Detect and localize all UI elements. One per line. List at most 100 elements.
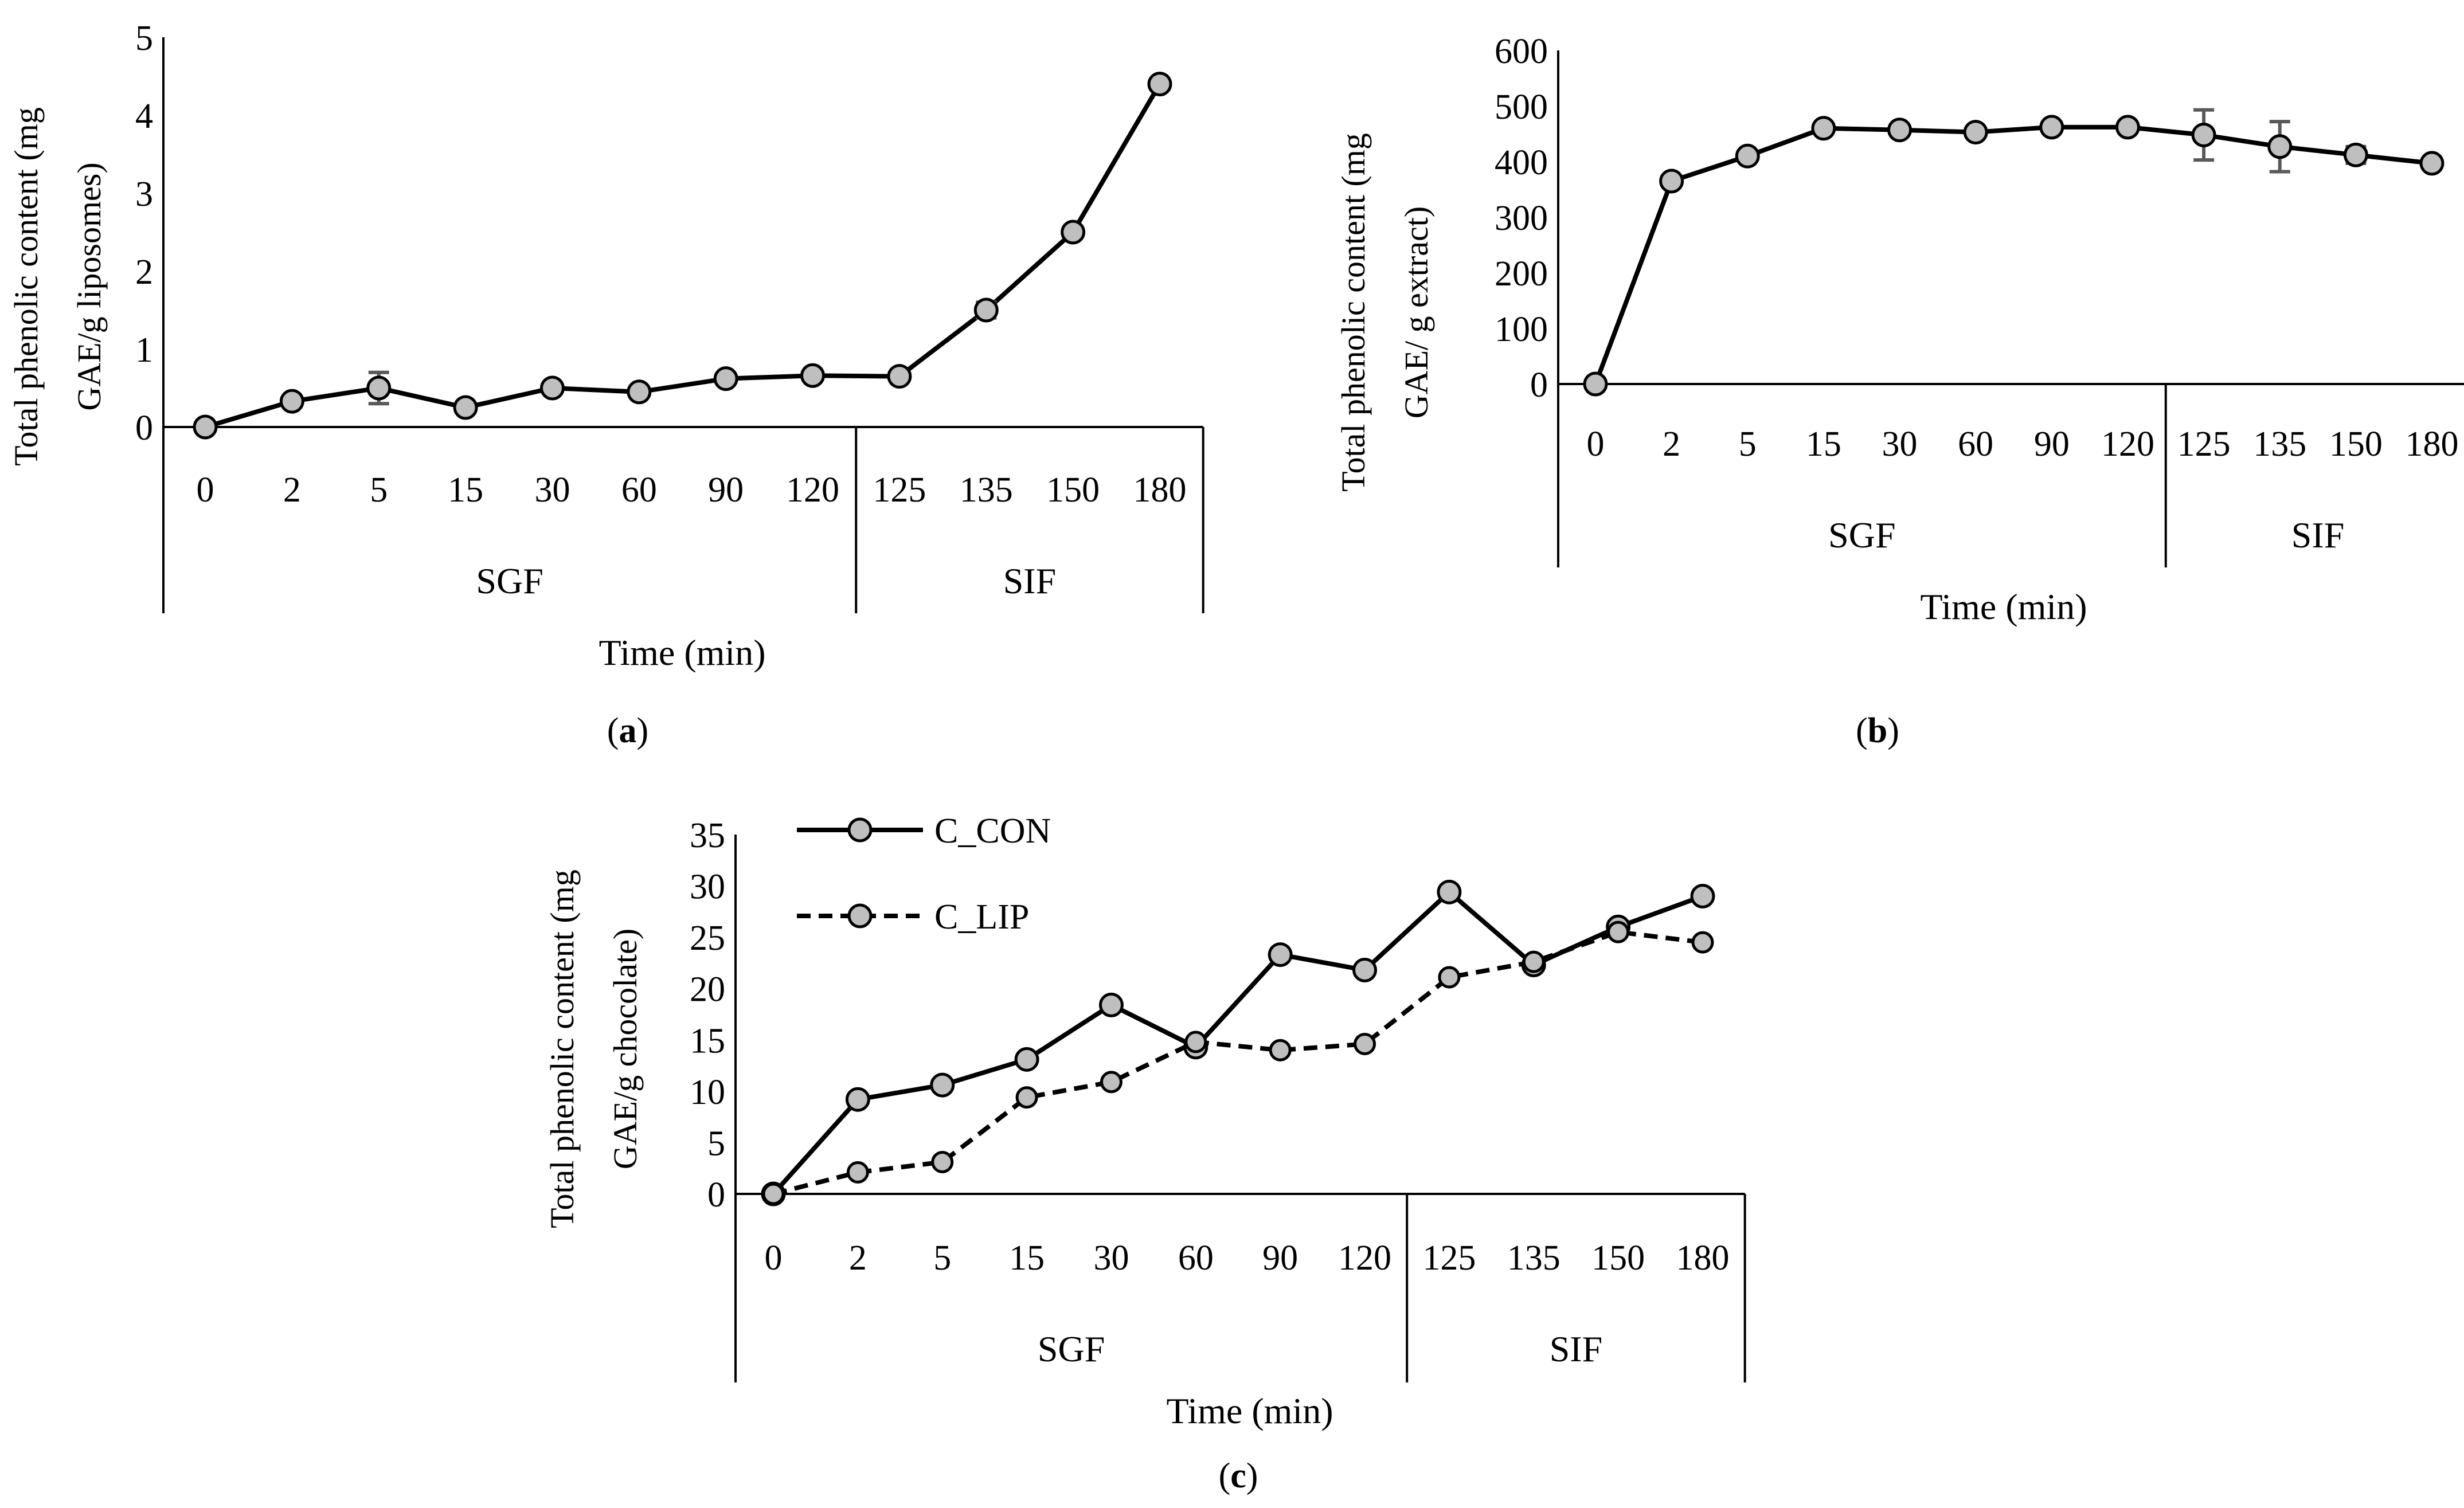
- x-tick-label: 135: [2253, 425, 2306, 464]
- x-tick-label: 135: [1507, 1239, 1560, 1278]
- series-line-main: [1593, 124, 2432, 385]
- data-point: [366, 375, 392, 401]
- y-tick-label: 1: [135, 331, 153, 370]
- x-tick-label: 30: [1882, 425, 1918, 464]
- y-axis-title-line: GAE/g chocolate): [607, 929, 644, 1169]
- group-label-sif: SIF: [2291, 515, 2345, 555]
- x-tick-label: 150: [1046, 471, 1100, 510]
- data-point: [1690, 883, 1715, 908]
- x-tick-label: 5: [370, 471, 388, 510]
- caption-letter: a: [619, 711, 637, 750]
- x-tick-label: 125: [1422, 1239, 1476, 1278]
- x-axis-title: Time (min): [599, 632, 766, 673]
- data-point: [713, 366, 738, 391]
- data-point: [1269, 1039, 1292, 1062]
- caption-paren: (: [607, 711, 619, 750]
- data-point: [1015, 1086, 1038, 1109]
- x-tick-label: 90: [1262, 1239, 1298, 1278]
- x-tick-label: 5: [933, 1239, 951, 1278]
- caption-paren: (: [1856, 711, 1868, 750]
- x-tick-label: 2: [1663, 425, 1680, 464]
- data-point: [1963, 120, 1988, 145]
- x-tick-label: 150: [2329, 425, 2383, 464]
- x-tick-label: 135: [960, 471, 1013, 510]
- y-tick-label: 600: [1495, 32, 1548, 71]
- data-point: [279, 389, 304, 414]
- y-tick-label: 5: [707, 1124, 725, 1163]
- x-tick-label: 125: [2177, 425, 2231, 464]
- y-axis-title-line: Total phenolic content (mg: [7, 107, 45, 466]
- y-tick-label: 2: [135, 253, 153, 292]
- data-point: [1659, 169, 1684, 194]
- data-point: [973, 297, 999, 323]
- x-tick-label: 30: [1093, 1239, 1129, 1278]
- data-point: [930, 1072, 955, 1098]
- data-point: [931, 1150, 954, 1173]
- data-point: [1607, 921, 1630, 943]
- y-axis-title-line: Total phenolic content (mg: [1335, 133, 1372, 492]
- panel-a-chart: 0 1 2 3 4 5 0 2 5 15 30 60 90 120 125 135 150 180 SGF SIF Ti…: [7, 19, 1204, 750]
- group-label-sif: SIF: [1003, 561, 1057, 601]
- y-tick-label: 0: [135, 409, 153, 448]
- caption-paren: ): [637, 711, 649, 750]
- x-tick-label: 180: [2406, 425, 2459, 464]
- series-line-c_con: [772, 888, 1704, 1196]
- caption-paren: ): [1887, 711, 1899, 750]
- data-point: [1887, 117, 1912, 143]
- x-tick-label: 0: [1587, 425, 1605, 464]
- x-tick-label: 120: [1338, 1239, 1391, 1278]
- x-tick-label: 60: [1178, 1239, 1214, 1278]
- y-axis-title: Total phenolic content (mg GAE/g liposome…: [7, 107, 108, 466]
- data-point: [2039, 115, 2064, 140]
- x-tick-label: 125: [873, 471, 926, 510]
- data-point: [627, 379, 652, 405]
- data-point: [1437, 879, 1462, 904]
- data-point: [762, 1182, 785, 1205]
- x-tick-label: 2: [849, 1239, 867, 1278]
- x-tick-label: 0: [197, 471, 214, 510]
- y-tick-label: 0: [1530, 366, 1548, 405]
- y-tick-label: 500: [1495, 88, 1548, 127]
- data-point: [845, 1087, 870, 1112]
- y-tick-label: 10: [690, 1073, 725, 1112]
- x-tick-label: 15: [1009, 1239, 1045, 1278]
- y-axis-title-line: GAE/g liposomes): [71, 162, 108, 410]
- y-tick-label: 30: [690, 868, 725, 907]
- y-axis-title-line: GAE/ g extract): [1398, 206, 1435, 418]
- y-tick-label: 20: [690, 970, 725, 1009]
- data-point: [2191, 122, 2216, 147]
- group-label-sgf: SGF: [1038, 1329, 1105, 1369]
- y-tick-label: 15: [690, 1021, 725, 1060]
- x-tick-label: 120: [786, 471, 839, 510]
- group-label-sif: SIF: [1550, 1329, 1603, 1369]
- data-point: [1268, 942, 1293, 968]
- x-tick-label: 180: [1133, 471, 1187, 510]
- caption-paren: ): [1246, 1456, 1258, 1495]
- data-point: [1735, 143, 1760, 169]
- data-point: [1100, 1071, 1123, 1094]
- x-tick-label: 2: [283, 471, 301, 510]
- data-point: [1522, 950, 1545, 973]
- data-point: [800, 363, 826, 388]
- legend-label-c_con: C_CON: [934, 812, 1051, 851]
- panel-caption: (b): [1856, 711, 1899, 750]
- data-point: [2267, 134, 2293, 159]
- x-tick-label: 180: [1676, 1239, 1730, 1278]
- panel-caption: (a): [607, 711, 648, 750]
- data-point: [1147, 72, 1172, 97]
- group-label-sgf: SGF: [476, 561, 543, 601]
- x-tick-label: 15: [448, 471, 483, 510]
- x-tick-label: 150: [1591, 1239, 1645, 1278]
- y-tick-label: 5: [135, 19, 153, 58]
- caption-letter: c: [1230, 1456, 1246, 1495]
- y-tick-label: 35: [690, 816, 725, 855]
- x-axis-title: Time (min): [1167, 1391, 1333, 1431]
- data-point: [453, 395, 478, 420]
- y-tick-label: 0: [707, 1176, 725, 1215]
- x-tick-label: 0: [765, 1239, 783, 1278]
- data-point: [887, 364, 912, 389]
- x-tick-label: 90: [2034, 425, 2070, 464]
- data-point: [2419, 151, 2445, 176]
- y-axis-title: Total phenolic content (mg GAE/ g extract…: [1335, 133, 1435, 492]
- data-point: [1354, 1032, 1376, 1055]
